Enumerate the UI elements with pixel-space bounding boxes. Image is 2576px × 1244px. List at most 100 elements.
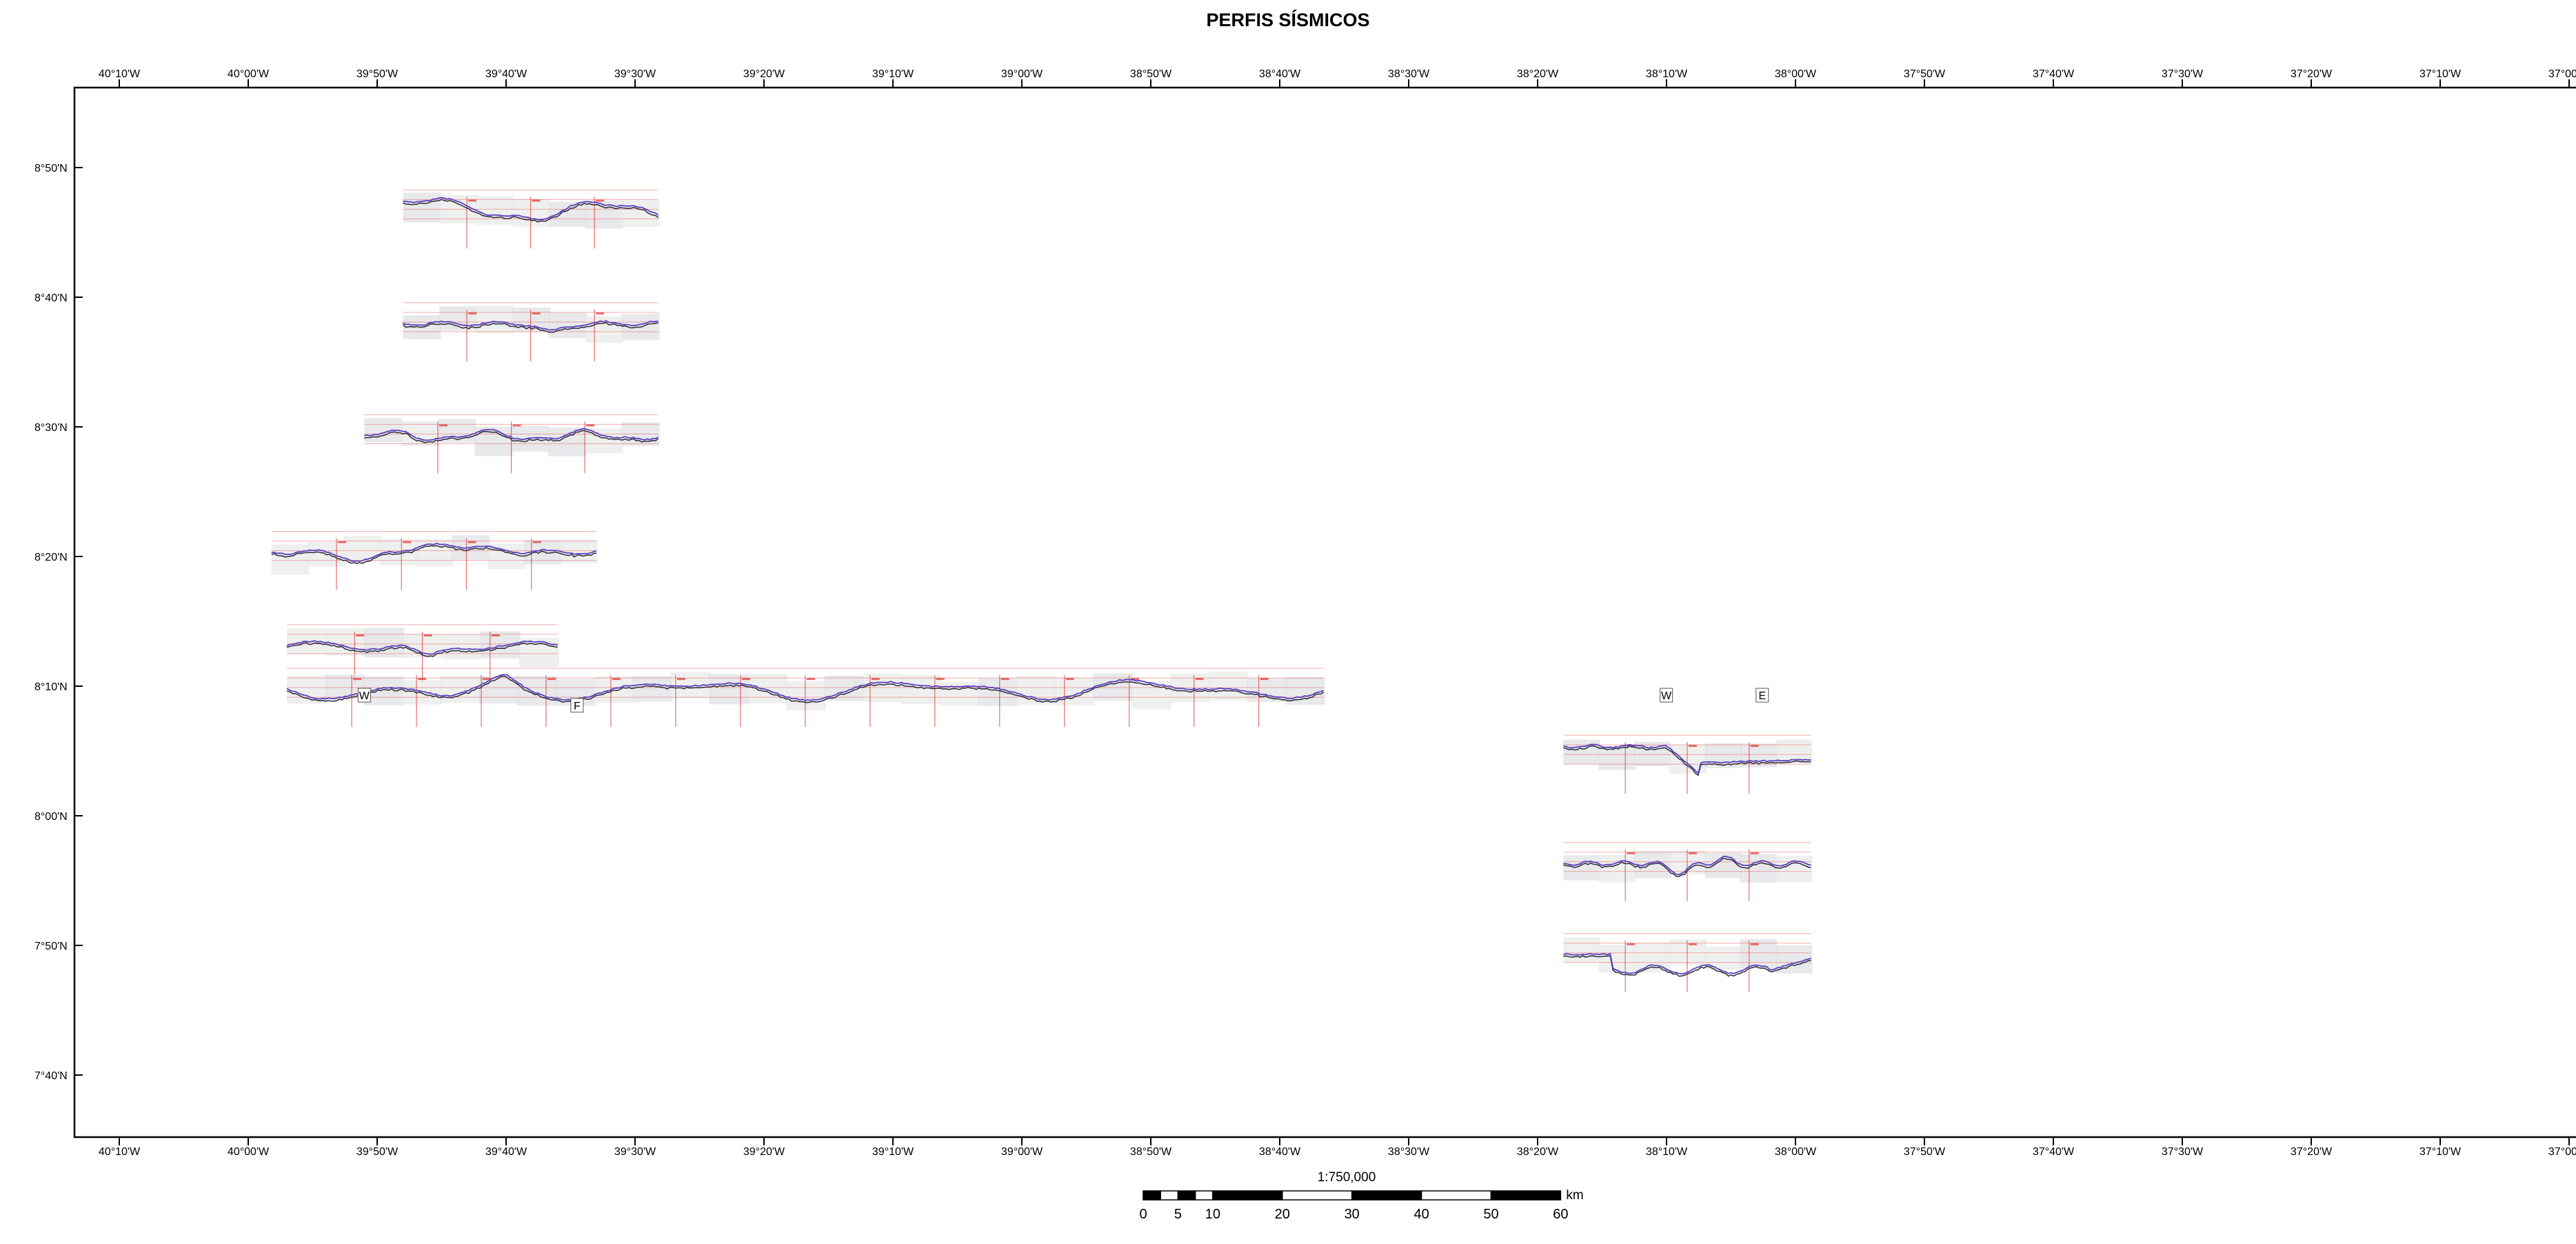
profile-marker-box (1660, 688, 1673, 703)
lon-label: 39°30'W (614, 68, 656, 80)
seismic-profile-p1 (403, 189, 660, 249)
profile-surface-dark (403, 199, 659, 223)
station-tag (871, 678, 880, 681)
profile-marker-box (570, 698, 584, 713)
scale-label: 10 (1205, 1207, 1220, 1222)
seismic-profile-p3 (364, 414, 660, 474)
scale-label: 40 (1413, 1207, 1429, 1222)
profile-image-strip (441, 634, 482, 660)
scale-segment (1490, 1190, 1562, 1201)
scale-segment (1177, 1190, 1196, 1201)
station-tag (676, 678, 685, 681)
profile-marker-box (357, 688, 371, 703)
profile-image-strip (621, 200, 660, 227)
profile-surface-line (286, 674, 1324, 701)
profile-image-strip (1669, 744, 1707, 774)
station-tag (532, 541, 541, 543)
profile-surface-dark (1563, 857, 1811, 877)
profile-surface-dark (1563, 954, 1811, 977)
station-tag (418, 678, 427, 681)
profile-surface-dark (271, 545, 597, 564)
station-tag (1750, 852, 1759, 854)
station-tag (596, 199, 605, 202)
profile-image-strip (1598, 854, 1636, 883)
profile-image-strip (476, 196, 514, 225)
profile-marker-label: F (574, 701, 581, 712)
station-tag (532, 312, 541, 314)
profile-image-strip (479, 676, 519, 704)
profile-marker-label: W (1661, 690, 1672, 702)
profile-surface-dark (286, 675, 1325, 703)
station-tag (1688, 943, 1697, 945)
profile-surface-dark (402, 321, 658, 333)
profile-image-strip (1634, 851, 1671, 879)
profile-image-strip (517, 676, 557, 706)
profile-image-strip (519, 638, 559, 668)
station-tag (1627, 943, 1636, 945)
station-tag (439, 424, 447, 427)
station-tag (1688, 745, 1697, 748)
lon-label: 38°30'W (1388, 68, 1430, 80)
station-tag (337, 541, 346, 543)
scale-segment (1282, 1190, 1353, 1201)
scale-segment (1351, 1190, 1422, 1201)
scale-segment (1194, 1190, 1214, 1201)
profile-image-strip (416, 539, 454, 567)
scale-label: 30 (1345, 1207, 1360, 1222)
lon-label: 39°30'W (614, 1146, 656, 1158)
scale-segment (1212, 1190, 1283, 1201)
seismic-profile-p6 (286, 668, 1325, 728)
lon-label: 39°50'W (356, 68, 399, 80)
profile-image-strip (1669, 939, 1707, 965)
lon-label: 37°50'W (1904, 1146, 1946, 1158)
station-tag (1195, 678, 1204, 681)
longitude-labels-bottom: 40°10'W 40°00'W 39°50'W 39°40'W 39°30'W 39°20… (99, 1146, 2576, 1158)
scale-segment (1160, 1190, 1179, 1201)
lat-label: 7°50'N (34, 941, 68, 952)
scale-label: 50 (1483, 1207, 1498, 1222)
station-tag (403, 541, 412, 543)
profile-image-strip (476, 305, 514, 334)
profile-image-strip (594, 676, 634, 703)
lon-label: 40°10'W (99, 68, 141, 80)
profile-image-strip (585, 316, 623, 343)
station-tag (1627, 852, 1636, 854)
profile-surface-line (402, 320, 658, 331)
profile-surface-line (1563, 855, 1811, 876)
station-tag (353, 678, 362, 681)
station-tag (532, 199, 541, 202)
lon-label: 39°50'W (356, 1146, 399, 1158)
station-tag (1627, 745, 1636, 748)
lon-label: 37°30'W (2162, 1146, 2204, 1158)
station-tag (612, 678, 621, 681)
profile-image-strip (440, 675, 481, 703)
lon-label: 37°20'W (2291, 68, 2333, 80)
profile-surface-line (271, 542, 597, 562)
lat-label: 8°00'N (34, 811, 68, 823)
profile-image-strip (1563, 739, 1600, 765)
profile-surface-line (403, 197, 659, 221)
profile-markers: W W EF (357, 688, 1769, 713)
station-tag (1688, 852, 1697, 854)
lon-label: 39°10'W (872, 1146, 914, 1158)
profile-image-strip (901, 675, 941, 705)
scale-label: 20 (1275, 1207, 1290, 1222)
lat-label: 8°50'N (34, 163, 68, 174)
lon-label: 37°00'W (2548, 1146, 2576, 1158)
station-tag (467, 541, 476, 543)
station-tag (1260, 678, 1269, 681)
profile-surface-line (1563, 743, 1811, 774)
seismic-profile-p8 (1563, 842, 1813, 901)
seismic-profiles (271, 189, 1813, 992)
scale-unit: km (1566, 1188, 1583, 1203)
lat-label: 8°10'N (34, 681, 68, 693)
lat-label: 7°40'N (34, 1070, 68, 1082)
scale-segment (1420, 1190, 1492, 1201)
lon-label: 39°20'W (743, 68, 785, 80)
profile-image-strip (512, 199, 551, 227)
lat-label: 8°40'N (34, 292, 68, 304)
lon-label: 37°30'W (2162, 68, 2204, 80)
profile-image-strip (1247, 678, 1287, 702)
station-tag (468, 199, 477, 202)
profile-image-strip (560, 539, 598, 563)
